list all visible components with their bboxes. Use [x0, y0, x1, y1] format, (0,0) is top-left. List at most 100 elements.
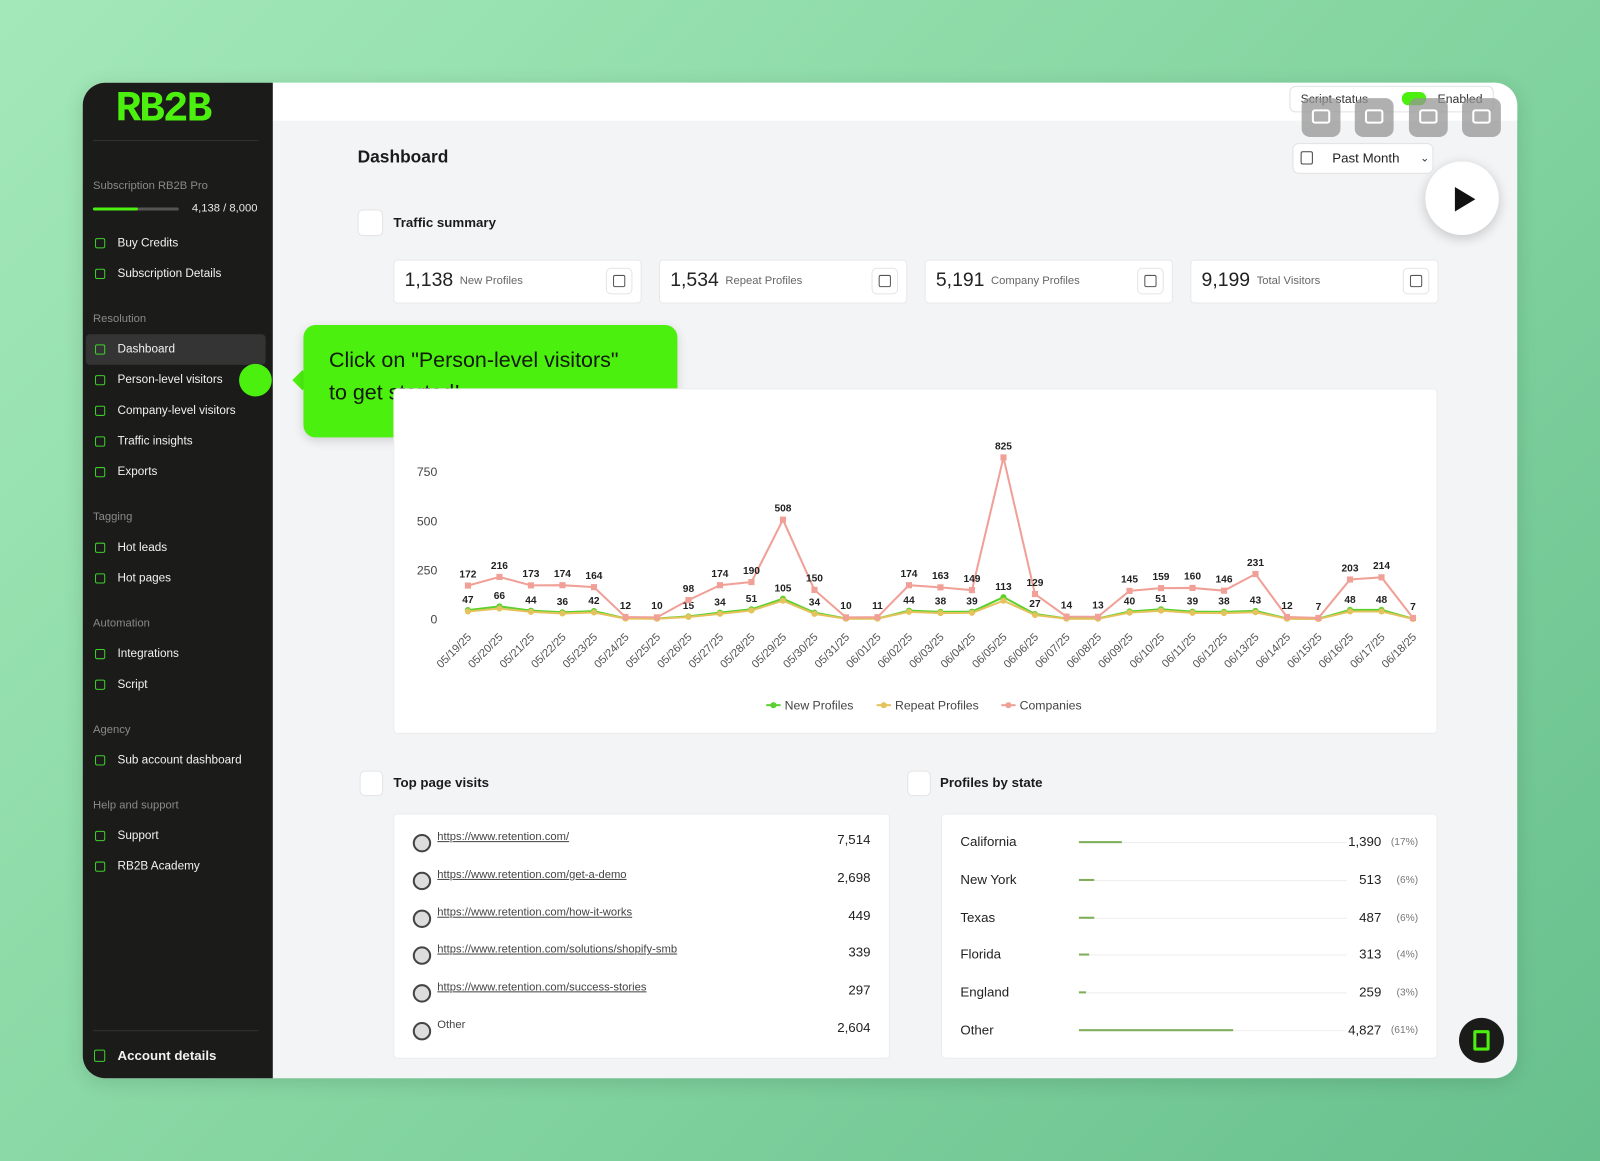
calendar-icon	[1300, 151, 1313, 165]
state-value: 4,827	[1348, 1021, 1382, 1038]
y-tick-label: 250	[417, 563, 438, 577]
menu-heading: Resolution	[92, 312, 147, 325]
point-marker	[1189, 609, 1196, 616]
legend-label: Companies	[1020, 698, 1082, 712]
menu-icon	[95, 436, 106, 447]
date-select[interactable]	[1292, 143, 1434, 174]
kpi-icon-glyph	[1144, 274, 1157, 288]
point-marker	[590, 584, 598, 591]
video-control[interactable]	[1408, 98, 1448, 137]
menu-item[interactable]: Dashboard	[117, 343, 175, 356]
menu-item[interactable]: Hot pages	[117, 572, 172, 585]
menu-heading: Help and support	[92, 799, 179, 812]
data-label: 13	[1092, 601, 1104, 612]
kpi-value: 1,534	[670, 269, 719, 292]
point-marker	[464, 608, 472, 615]
point-marker	[496, 573, 503, 581]
point-marker	[685, 613, 692, 621]
state-name: Other	[960, 1021, 994, 1038]
menu-item[interactable]: Exports	[117, 466, 158, 479]
series-line	[467, 457, 1414, 619]
state-share: (61%)	[1390, 1025, 1419, 1037]
share-bar	[1078, 841, 1122, 844]
page-url[interactable]: https://www.retention.com/solutions/shop…	[437, 943, 678, 956]
menu-item[interactable]: Hot leads	[117, 541, 168, 554]
menu-item[interactable]: Subscription Details	[117, 267, 222, 281]
data-label: 48	[1344, 595, 1356, 606]
state-name: California	[960, 833, 1017, 850]
menu-icon	[95, 861, 106, 872]
page-visits: 2,698	[837, 869, 871, 885]
menu-item[interactable]: Sub account dashboard	[117, 754, 242, 767]
menu-icon	[95, 648, 106, 660]
kpi-icon-glyph	[1409, 274, 1423, 288]
menu-icon	[95, 679, 106, 690]
video-control[interactable]	[1462, 98, 1501, 137]
page-url[interactable]: https://www.retention.com/get-a-demo	[437, 868, 627, 881]
share-bar	[1078, 953, 1090, 956]
menu-heading: Tagging	[92, 510, 133, 524]
menu-item[interactable]: Integrations	[117, 647, 179, 661]
kpi-card	[924, 259, 1173, 304]
menu-heading: Agency	[92, 723, 131, 736]
kpi-label: New Profiles	[459, 274, 523, 288]
point-marker	[905, 608, 913, 615]
state-name: England	[960, 984, 1010, 1000]
chevron: ⌄	[1420, 152, 1430, 165]
account-details[interactable]: Account details	[117, 1047, 217, 1063]
menu-icon	[93, 1049, 106, 1062]
menu-item[interactable]: Company-level visitors	[117, 404, 236, 417]
menu-item[interactable]: Script	[117, 678, 148, 691]
data-label: 174	[900, 569, 917, 580]
kpi-icon	[871, 267, 899, 295]
state-value: 487	[1359, 909, 1382, 925]
point-marker	[968, 609, 976, 616]
menu-item[interactable]: RB2B Academy	[117, 860, 200, 873]
share-bar	[1078, 1029, 1233, 1032]
data-label: 149	[963, 574, 980, 585]
data-label: 39	[966, 597, 978, 608]
share-bar	[1078, 878, 1095, 881]
data-label: 98	[683, 584, 695, 595]
data-label: 825	[995, 441, 1012, 452]
point-marker	[811, 586, 818, 593]
menu-item[interactable]: Support	[117, 829, 159, 843]
chat-glyph	[1473, 1030, 1490, 1051]
data-label: 105	[774, 584, 791, 595]
point-marker	[1346, 608, 1354, 615]
bar-track	[1078, 917, 1347, 919]
video-control[interactable]	[1354, 98, 1394, 137]
data-label: 150	[806, 574, 823, 585]
page-url[interactable]: https://www.retention.com/success-storie…	[437, 981, 647, 994]
section-title: Profiles by state	[939, 774, 1043, 791]
highlight-dot	[239, 363, 272, 397]
menu-item[interactable]: Person-level visitors	[117, 374, 223, 387]
data-label: 44	[525, 596, 537, 607]
data-label: 508	[774, 503, 791, 514]
menu-item[interactable]: Buy Credits	[117, 237, 179, 250]
menu-icon	[95, 830, 106, 842]
point-marker	[496, 605, 503, 612]
data-label: 113	[995, 582, 1012, 593]
chat-button[interactable]	[1458, 1017, 1504, 1063]
data-label: 203	[1341, 563, 1358, 574]
menu-icon	[95, 755, 106, 766]
video-control[interactable]	[1301, 98, 1341, 137]
kpi-value: 9,199	[1201, 269, 1251, 292]
menu-icon	[95, 405, 106, 416]
point-marker	[464, 582, 472, 589]
point-marker	[590, 609, 598, 616]
menu-item[interactable]: Traffic insights	[117, 435, 193, 448]
point-marker	[1346, 576, 1354, 583]
point-marker	[1252, 609, 1259, 616]
data-label: 34	[809, 598, 821, 609]
point-marker	[527, 582, 535, 589]
point-marker	[1220, 587, 1228, 594]
subscription-label: Subscription RB2B Pro	[92, 179, 208, 193]
page-url[interactable]: https://www.retention.com/	[437, 830, 570, 844]
data-label: 214	[1373, 561, 1390, 572]
point-marker	[1157, 585, 1165, 592]
data-label: 40	[1124, 596, 1136, 607]
data-label: 7	[1410, 602, 1416, 613]
page-url[interactable]: https://www.retention.com/how-it-works	[437, 906, 633, 919]
